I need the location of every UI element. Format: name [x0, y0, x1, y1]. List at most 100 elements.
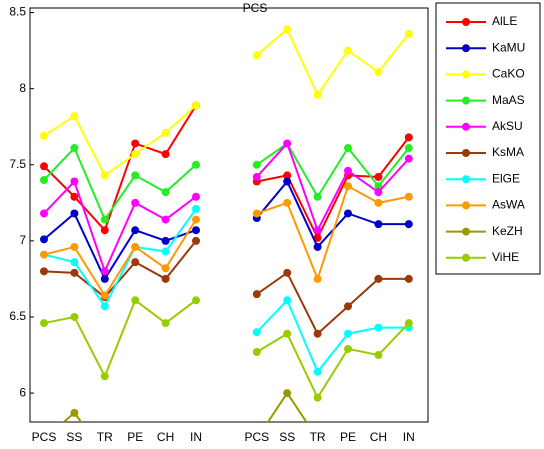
legend-marker: [462, 149, 470, 157]
point: [344, 344, 352, 353]
point: [192, 296, 200, 305]
legend-label: ElGE: [492, 171, 520, 185]
point: [131, 242, 140, 251]
point: [161, 128, 170, 137]
point: [40, 319, 48, 328]
point: [131, 258, 140, 267]
series-line: [43, 240, 409, 336]
point: [70, 177, 79, 186]
point: [283, 177, 292, 186]
point: [131, 198, 140, 207]
point: [252, 160, 261, 169]
x-tick-label: SS: [279, 430, 295, 444]
point: [70, 408, 79, 417]
point: [404, 144, 413, 153]
point: [70, 312, 79, 321]
point: [374, 323, 383, 332]
point: [192, 160, 200, 169]
legend-marker: [462, 175, 470, 184]
point: [100, 291, 109, 300]
x-tick-label: IN: [403, 430, 415, 444]
point: [70, 192, 79, 201]
point: [161, 319, 170, 328]
point: [131, 171, 140, 180]
y-tick-label: 7: [19, 233, 26, 247]
y-tick-label: 8.5: [9, 5, 26, 19]
point: [344, 144, 352, 153]
point: [70, 209, 79, 218]
point: [344, 182, 352, 191]
plot-area: [40, 25, 413, 422]
point: [70, 242, 79, 251]
legend-marker: [462, 201, 470, 210]
point: [252, 328, 261, 337]
point: [283, 296, 292, 305]
point: [313, 242, 322, 251]
series-line: [43, 27, 410, 177]
series-line: [43, 298, 410, 400]
point: [161, 215, 170, 224]
point: [40, 209, 48, 218]
point: [404, 29, 413, 38]
point: [283, 139, 292, 148]
point: [344, 302, 352, 311]
legend-marker: [462, 96, 470, 105]
point: [252, 51, 261, 60]
point: [374, 351, 383, 360]
y-tick-label: 8: [19, 81, 26, 95]
point: [131, 139, 140, 148]
point: [374, 198, 383, 207]
point: [374, 67, 383, 76]
point: [344, 166, 352, 175]
y-tick-label: 6: [19, 385, 26, 399]
x-tick-label: PCS: [244, 430, 269, 444]
point: [313, 329, 322, 338]
point: [192, 236, 200, 245]
legend-label: KaMU: [492, 40, 525, 54]
point: [283, 389, 292, 398]
point: [192, 101, 200, 110]
point: [313, 226, 322, 235]
point: [161, 264, 170, 273]
point: [313, 393, 322, 402]
point: [70, 112, 79, 121]
legend-label: MaAS: [492, 93, 525, 107]
series-line: [43, 208, 409, 374]
series-line: [43, 142, 410, 222]
x-tick-label: CH: [157, 430, 174, 444]
legend-marker: [462, 44, 470, 53]
point: [40, 235, 48, 244]
point: [374, 274, 383, 283]
point: [192, 192, 200, 201]
legend-label: KeZH: [492, 224, 523, 238]
series-line: [43, 184, 409, 298]
point: [100, 372, 109, 381]
legend-marker: [462, 253, 470, 262]
point: [313, 233, 322, 242]
point: [283, 329, 292, 338]
point: [283, 25, 292, 34]
point: [100, 171, 109, 180]
point: [40, 267, 48, 276]
point: [252, 172, 261, 181]
point: [252, 290, 261, 299]
point: [344, 209, 352, 218]
legend-marker: [462, 122, 470, 131]
x-tick-label: SS: [66, 430, 82, 444]
point: [374, 172, 383, 181]
legend-label: ViHE: [492, 250, 519, 264]
y-tick-label: 7.5: [9, 157, 26, 171]
point: [100, 226, 109, 235]
legend-marker: [462, 70, 470, 79]
point: [40, 131, 48, 140]
plot-frame: [29, 7, 429, 423]
point: [313, 367, 322, 376]
point: [131, 296, 140, 305]
point: [131, 226, 140, 235]
point: [344, 329, 352, 338]
x-tick-label: IN: [190, 430, 202, 444]
point: [40, 162, 48, 171]
point: [161, 247, 170, 256]
x-tick-label: PCS: [32, 430, 57, 444]
point: [161, 150, 170, 159]
